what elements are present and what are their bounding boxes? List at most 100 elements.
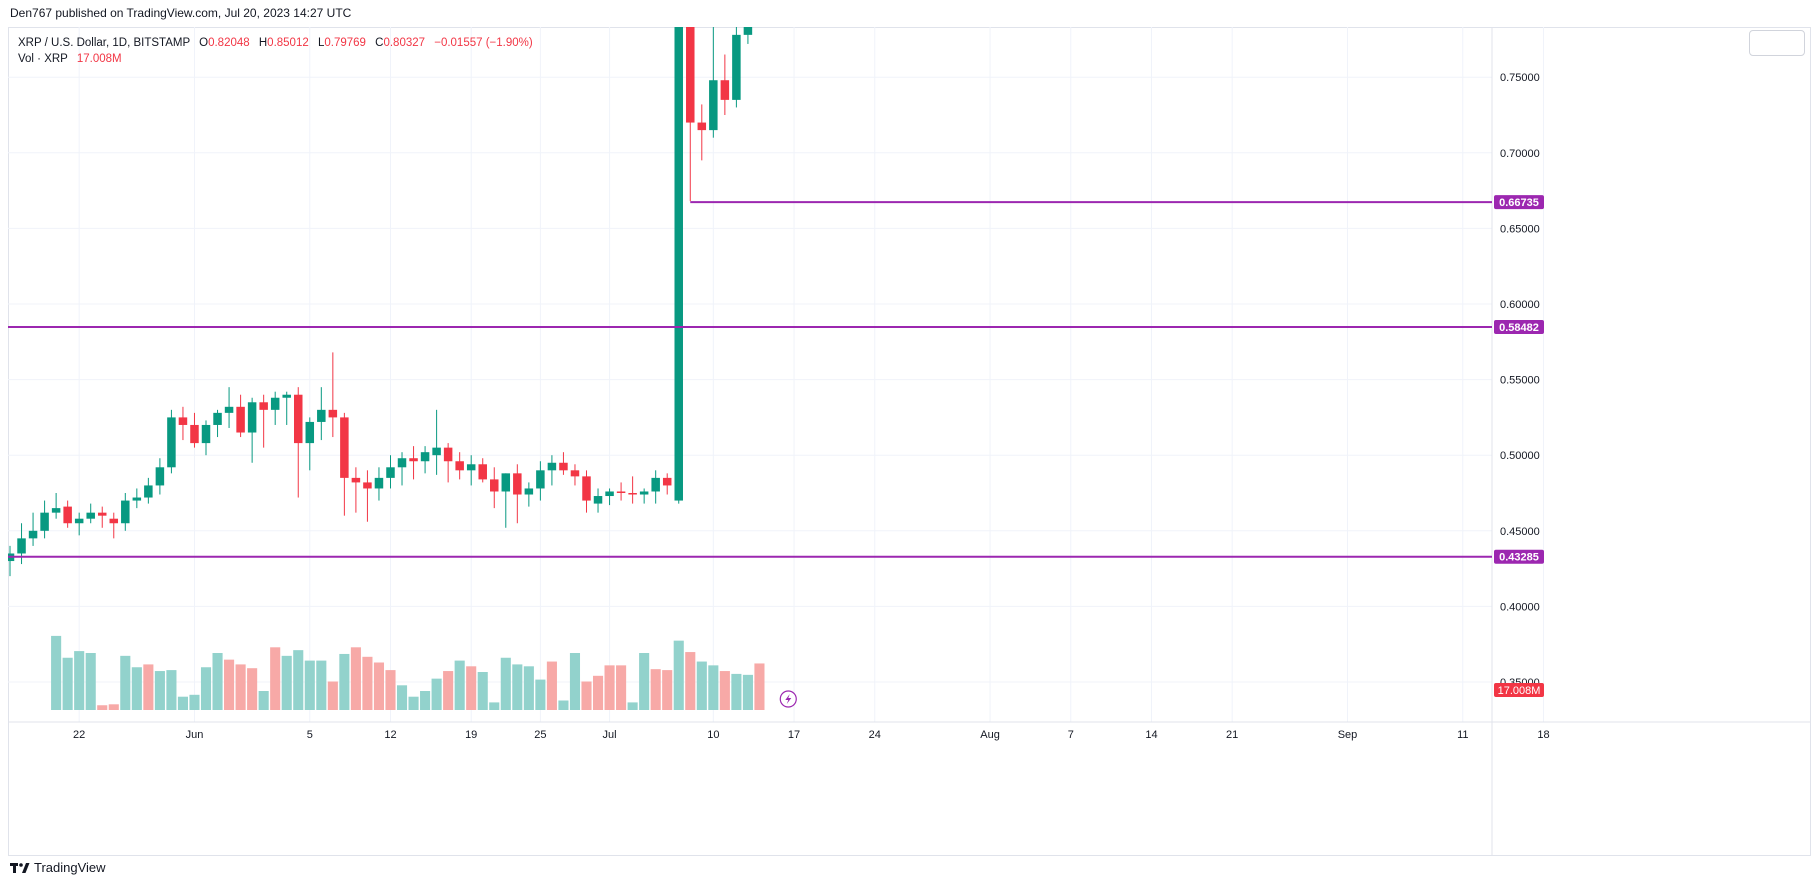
volume-bar <box>189 694 200 710</box>
candle-body <box>121 500 130 524</box>
candle-body <box>236 406 245 433</box>
candle-body <box>351 477 361 483</box>
candle-body <box>628 493 637 495</box>
price-tick-label: 0.55000 <box>1500 375 1540 387</box>
volume-bar <box>489 702 500 710</box>
volume-bar <box>581 681 592 710</box>
volume-bar <box>420 691 431 710</box>
candle-body <box>224 406 234 413</box>
candle-body <box>144 485 153 498</box>
volume-bar <box>627 702 638 710</box>
time-tick-label: 24 <box>869 729 881 741</box>
candle-body <box>294 394 303 444</box>
candle-body <box>420 452 430 462</box>
volume-bar <box>523 666 534 710</box>
candle-body <box>270 397 280 410</box>
level-price-label: 0.43285 <box>1499 552 1539 564</box>
candle-body <box>63 506 72 524</box>
volume-legend-row: Vol · XRP 17.008M <box>18 51 533 67</box>
volume-bar <box>362 656 373 710</box>
candle-body <box>213 412 222 425</box>
candle-body <box>86 512 95 519</box>
volume-bar <box>120 655 131 710</box>
candle-body <box>709 80 718 131</box>
candle-body <box>17 538 26 554</box>
volume-badge-label: 17.008M <box>1498 685 1541 697</box>
volume-bar <box>154 671 165 710</box>
candle-body <box>340 417 349 478</box>
volume-bar <box>685 652 696 710</box>
candle-body <box>443 447 453 462</box>
volume-bar <box>443 671 454 710</box>
price-tick-label: 0.50000 <box>1500 450 1540 462</box>
volume-label[interactable]: Vol · XRP <box>18 53 68 65</box>
symbol-legend-row: XRP / U.S. Dollar, 1D, BITSTAMP O0.82048… <box>18 35 533 51</box>
candle-body <box>40 512 49 531</box>
volume-bar <box>500 657 511 710</box>
volume-bar <box>385 670 396 710</box>
candle-body <box>605 491 614 497</box>
candle-body <box>743 27 753 35</box>
chart-frame <box>8 27 1811 856</box>
volume-bar <box>350 647 361 710</box>
candle-body <box>374 477 384 489</box>
volume-bar <box>546 661 557 710</box>
candle-body <box>513 473 522 495</box>
candle-body <box>109 518 119 524</box>
candle-body <box>259 402 268 410</box>
volume-bar <box>108 704 119 710</box>
time-tick-label: Jul <box>603 729 617 741</box>
volume-bar <box>316 660 327 710</box>
time-tick-label: 10 <box>707 729 719 741</box>
volume-bar <box>754 663 765 710</box>
time-tick-label: Jun <box>186 729 204 741</box>
volume-value: 17.008M <box>76 53 122 65</box>
candlestick-chart[interactable]: 0.947990.667350.584820.432850.8032709:32… <box>8 27 1811 856</box>
volume-bar <box>373 662 385 710</box>
candle-body <box>201 424 211 444</box>
candle-body <box>616 491 626 493</box>
candle-body <box>397 458 407 468</box>
volume-bar <box>281 655 292 710</box>
time-tick-label: Sep <box>1338 729 1358 741</box>
price-tick-label: 0.40000 <box>1500 601 1540 613</box>
volume-bar <box>662 670 673 710</box>
candle-body <box>305 421 315 444</box>
candle-body <box>97 512 107 516</box>
candle-body <box>432 447 441 456</box>
volume-bar <box>74 651 85 710</box>
candle-body <box>282 394 291 398</box>
volume-bar <box>650 669 661 710</box>
candle-body <box>720 80 730 100</box>
candle-body <box>28 530 38 539</box>
volume-bar <box>604 665 615 710</box>
candle-body <box>674 27 683 501</box>
symbol-name[interactable]: XRP / U.S. Dollar, 1D, BITSTAMP <box>18 37 190 49</box>
volume-bar <box>569 653 581 710</box>
candle-body <box>593 496 603 504</box>
time-tick-label: 11 <box>1457 729 1468 741</box>
candle-body <box>317 409 326 422</box>
volume-bar <box>327 681 338 710</box>
price-tick-label: 0.60000 <box>1500 299 1540 311</box>
candle-body <box>190 424 199 444</box>
volume-bar <box>166 670 177 710</box>
time-tick-label: 17 <box>788 729 800 741</box>
candle-body <box>639 491 649 495</box>
low-label: L <box>317 37 325 49</box>
candle-body <box>559 462 568 471</box>
candle-body <box>478 464 487 480</box>
candle-body <box>651 477 660 492</box>
price-tick-label: 0.65000 <box>1500 223 1540 235</box>
candle-body <box>155 467 165 486</box>
tradingview-logo-icon <box>10 862 30 873</box>
open-value: 0.82048 <box>208 37 250 49</box>
chart-control-box[interactable] <box>1749 30 1805 56</box>
candle-body <box>686 27 695 123</box>
publish-text: Den767 published on TradingView.com, Jul… <box>10 6 352 20</box>
time-tick-label: 18 <box>1537 729 1549 741</box>
time-tick-label: Aug <box>980 729 1000 741</box>
candle-body <box>409 458 418 462</box>
volume-bar <box>85 653 96 710</box>
level-price-badge <box>1494 549 1544 564</box>
